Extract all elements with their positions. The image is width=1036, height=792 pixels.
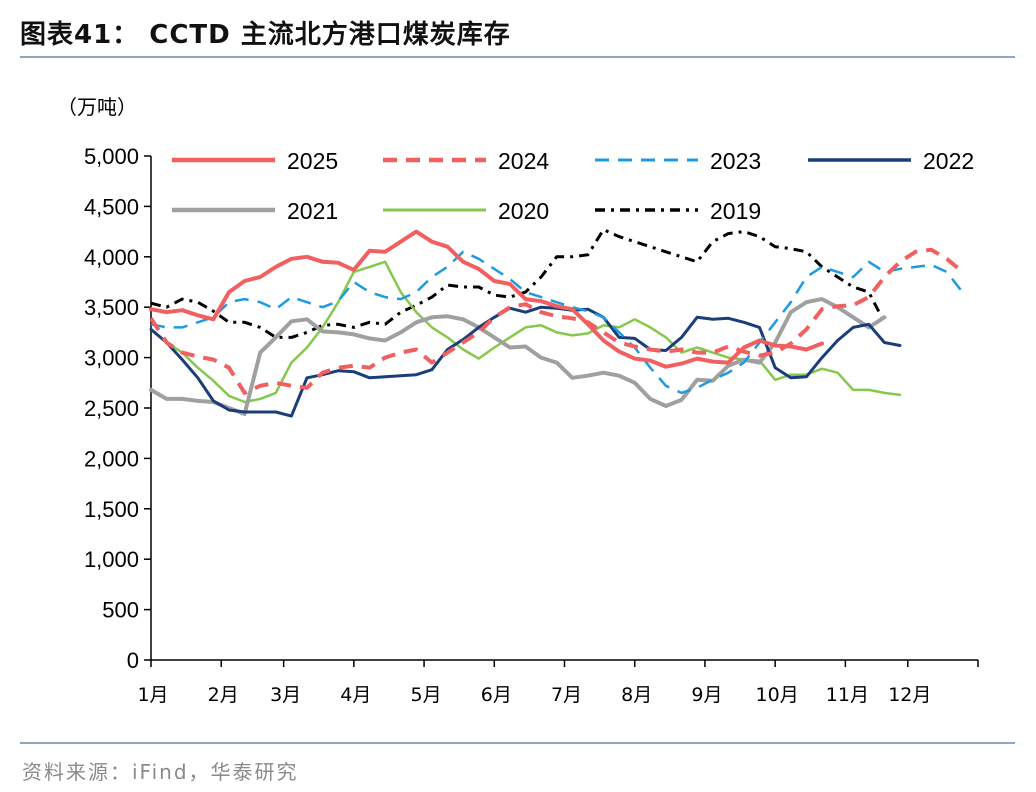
legend-label-2025: 2025: [287, 148, 338, 174]
series-line-2021: [149, 297, 887, 416]
y-tick-label: 5,000: [84, 144, 139, 169]
series-line-2025: [149, 229, 824, 369]
source-divider: [20, 742, 1015, 744]
y-tick-label: 1,000: [84, 547, 139, 572]
legend-label-2020: 2020: [498, 198, 549, 224]
x-tick-label: 1月: [137, 684, 168, 706]
x-tick-label: 12月: [888, 684, 931, 706]
line-chart: （万吨） 0 500 1,000 1,500 2,000 2,500 3,000 3,500 4,…: [57, 95, 979, 706]
y-tick-label: 2,000: [84, 446, 139, 471]
series-line-2023: [150, 250, 964, 395]
x-tick-label: 11月: [826, 684, 869, 706]
y-tick-label: 4,000: [84, 245, 139, 270]
y-tick-label: 3,000: [84, 346, 139, 371]
x-tick-label: 5月: [411, 684, 442, 706]
legend: 2025 2024 2023 2022 2021 2020 2019: [172, 148, 974, 224]
y-tick-label: 3,500: [84, 295, 139, 320]
legend-label-2021: 2021: [287, 198, 338, 224]
y-tick-label: 0: [127, 648, 139, 673]
x-tick-label: 7月: [551, 684, 582, 706]
y-tick-label: 4,500: [84, 194, 139, 219]
legend-label-2024: 2024: [498, 148, 549, 174]
x-tick-label: 3月: [270, 684, 301, 706]
legend-label-2023: 2023: [710, 148, 761, 174]
series-line-2024: [149, 247, 964, 395]
series-line-2022: [149, 305, 902, 418]
y-tick-label: 2,500: [84, 396, 139, 421]
source-note: 资料来源：iFind，华泰研究: [22, 760, 299, 784]
y-tick-label: 1,500: [84, 497, 139, 522]
x-tick-label: 6月: [481, 684, 512, 706]
x-tick-label: 10月: [756, 684, 799, 706]
x-tick-label: 9月: [691, 684, 722, 706]
y-tick-label: 500: [102, 598, 139, 623]
legend-label-2022: 2022: [923, 148, 974, 174]
x-tick-label: 8月: [621, 684, 652, 706]
axes: （万吨） 0 500 1,000 1,500 2,000 2,500 3,000 3,500 4,…: [57, 95, 979, 706]
unit-label: （万吨）: [57, 95, 137, 119]
title-divider: [20, 56, 1015, 58]
x-tick-label: 2月: [208, 684, 239, 706]
x-tick-label: 4月: [340, 684, 371, 706]
series-lines: [149, 228, 964, 418]
legend-label-2019: 2019: [710, 198, 761, 224]
series-line-2019: [150, 228, 886, 339]
chart-title: 图表41： CCTD 主流北方港口煤炭库存: [20, 20, 511, 50]
series-line-2020: [149, 260, 902, 404]
